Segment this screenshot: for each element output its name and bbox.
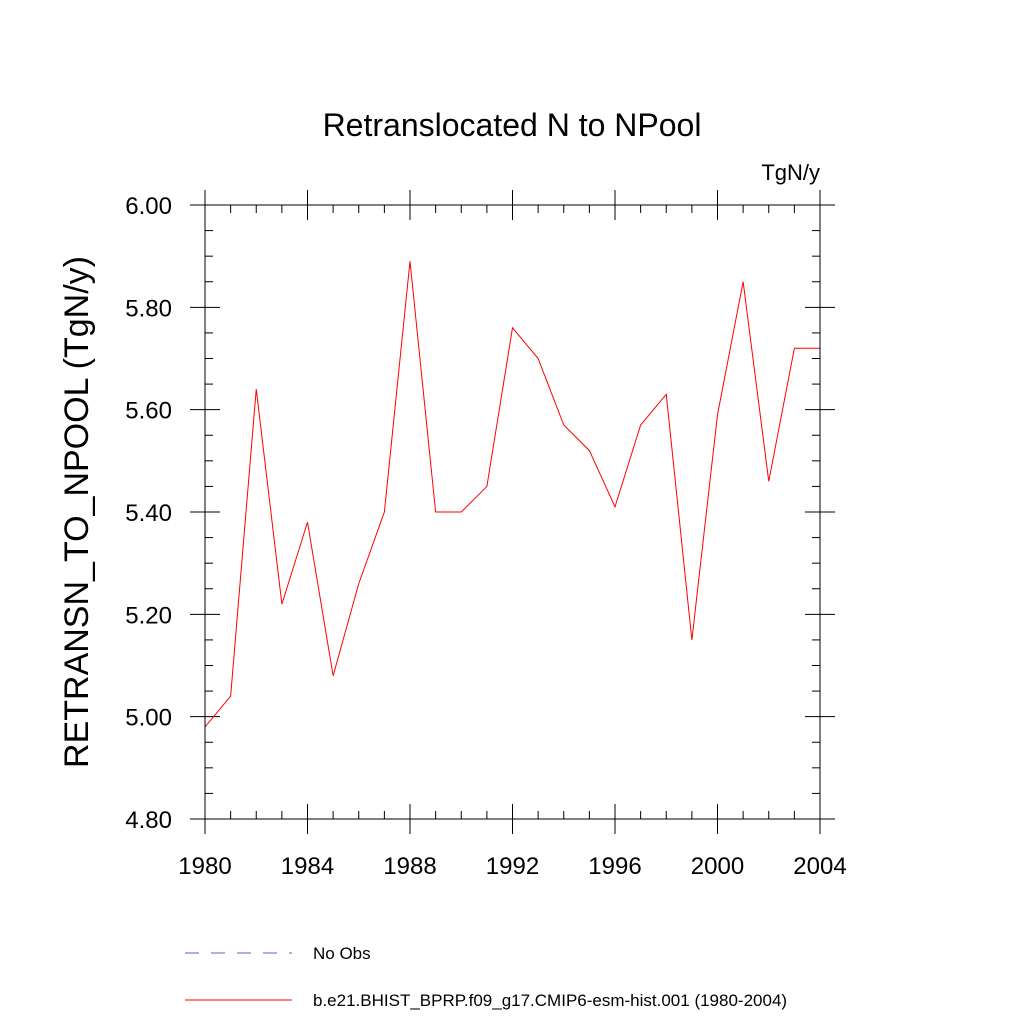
y-tick-label: 5.80	[125, 295, 172, 322]
x-tick-label: 1980	[178, 853, 231, 880]
y-tick-label: 5.00	[125, 705, 172, 732]
units-label: TgN/y	[761, 160, 820, 185]
y-tick-label: 6.00	[125, 193, 172, 220]
y-tick-label: 5.40	[125, 500, 172, 527]
plot-frame	[204, 204, 821, 820]
x-tick-label: 1984	[281, 853, 334, 880]
y-axis-label: RETRANSN_TO_NPOOL (TgN/y)	[58, 256, 96, 768]
x-tick-label: 2004	[793, 853, 846, 880]
x-tick-labels: 1980 1984 1988 1992 1996 2000 2004	[178, 853, 846, 880]
y-tick-label: 4.80	[125, 807, 172, 834]
x-tick-label: 2000	[691, 853, 744, 880]
y-tick-label: 5.60	[125, 398, 172, 425]
x-tick-label: 1996	[588, 853, 641, 880]
legend: No Obs b.e21.BHIST_BPRP.f09_g17.CMIP6-es…	[185, 944, 787, 1010]
y-tick-labels: 4.80 5.00 5.20 5.40 5.60 5.80 6.00	[125, 193, 172, 834]
axis-ticks	[190, 190, 835, 834]
y-tick-label: 5.20	[125, 602, 172, 629]
x-tick-label: 1992	[486, 853, 539, 880]
chart-title: Retranslocated N to NPool	[323, 107, 702, 143]
legend-label-model: b.e21.BHIST_BPRP.f09_g17.CMIP6-esm-hist.…	[313, 991, 787, 1010]
series-lines	[204, 261, 820, 728]
legend-label-no-obs: No Obs	[313, 944, 371, 963]
x-tick-label: 1988	[383, 853, 436, 880]
series-line	[204, 261, 820, 728]
